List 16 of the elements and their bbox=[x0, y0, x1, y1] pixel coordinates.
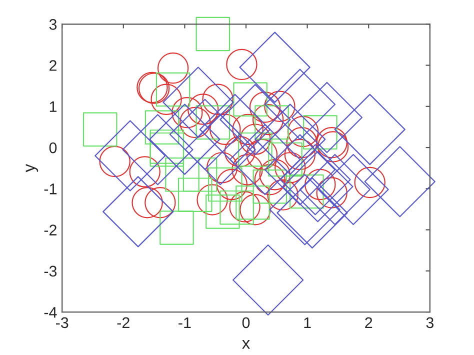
x-axis-title: x bbox=[242, 340, 250, 349]
x-tick-label: -1 bbox=[178, 317, 191, 328]
x-tick-label: 2 bbox=[365, 317, 372, 328]
y-tick-label: 0 bbox=[49, 142, 57, 154]
y-tick-label: -1 bbox=[44, 184, 56, 194]
x-tick-label: 1 bbox=[304, 317, 311, 328]
x-tick-label: -2 bbox=[117, 317, 130, 328]
y-tick-label: -4 bbox=[44, 307, 57, 318]
y-tick-label: 1 bbox=[50, 101, 56, 112]
x-tick-label: 3 bbox=[426, 317, 434, 328]
y-tick-label: 3 bbox=[49, 19, 57, 30]
y-tick-label: 2 bbox=[50, 60, 56, 71]
y-axis-title: y bbox=[26, 164, 38, 172]
y-tick-label: -3 bbox=[44, 266, 57, 277]
y-tick-label: -2 bbox=[44, 224, 56, 236]
x-tick-label: 0 bbox=[242, 317, 250, 328]
